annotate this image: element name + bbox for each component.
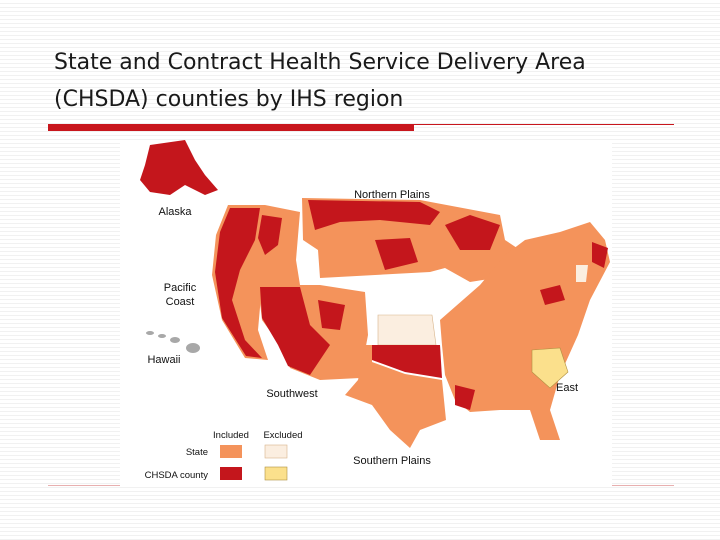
southwest-chsda — [260, 287, 330, 375]
east-excluded-state — [576, 265, 588, 282]
region-label: Southwest — [266, 388, 317, 400]
kansas-excluded — [377, 314, 437, 346]
northern-plains-chsda — [375, 238, 418, 270]
legend-row: State — [186, 447, 208, 458]
legend-swatch — [264, 444, 288, 459]
pacific-chsda — [215, 208, 262, 358]
legend-swatch — [220, 445, 242, 458]
region-label: Coast — [166, 296, 195, 308]
east-chsda — [592, 242, 608, 268]
region-label: Northern Plains — [354, 189, 430, 201]
pacific-chsda — [258, 215, 282, 255]
legend-column: Included — [213, 430, 249, 441]
title-bar — [48, 124, 414, 131]
region-label: Pacific — [164, 282, 197, 294]
slide-title-line: (CHSDA) counties by IHS region — [54, 87, 404, 112]
alaska-shape — [140, 140, 218, 195]
legend-swatch — [220, 467, 242, 480]
texas-shape — [345, 345, 446, 448]
east-excluded-chsda — [531, 347, 569, 389]
region-label: Alaska — [158, 206, 192, 218]
east-chsda — [455, 385, 475, 410]
oklahoma-chsda — [372, 345, 442, 378]
east-shape — [440, 222, 610, 440]
northern-plains-chsda — [445, 215, 500, 250]
region-label: Southern Plains — [353, 455, 431, 467]
legend-row: CHSDA county — [145, 470, 209, 481]
region-label: Hawaii — [147, 354, 180, 366]
region-label: East — [556, 382, 578, 394]
slide-title-line: State and Contract Health Service Delive… — [54, 50, 586, 75]
east-chsda — [540, 285, 565, 305]
legend-column: Excluded — [263, 430, 302, 441]
southwest-chsda — [318, 300, 345, 330]
hawaii-islands — [146, 331, 200, 353]
title-rule — [414, 124, 674, 125]
legend-swatch — [264, 466, 288, 481]
northern-plains-chsda — [308, 200, 440, 230]
map: Alaska Northern Plains Pacific Coast Haw… — [120, 140, 612, 486]
